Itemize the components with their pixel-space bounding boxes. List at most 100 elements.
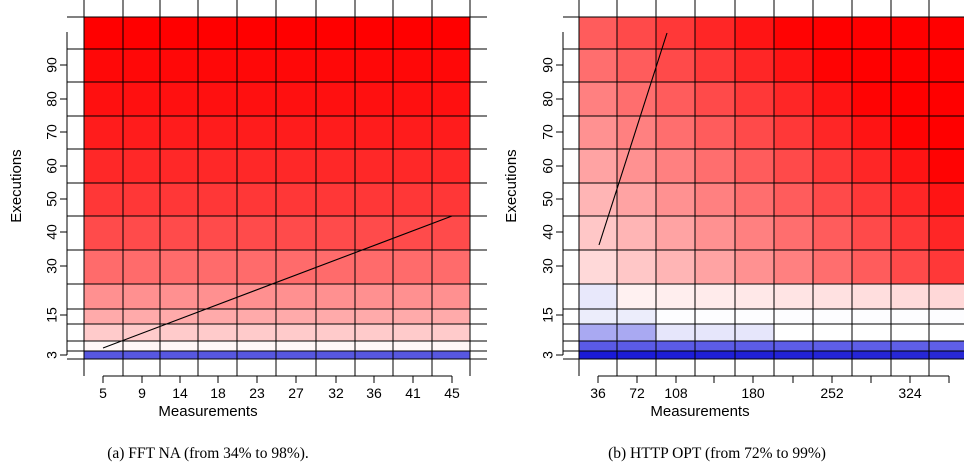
y-tick-label: 50 (540, 191, 556, 207)
heatmap-cell (656, 183, 695, 216)
heatmap-cell (276, 309, 316, 324)
heatmap-cell (316, 149, 355, 183)
heatmap-cell (891, 351, 929, 359)
x-tick-label: 5 (99, 385, 107, 401)
heatmap-cell (393, 309, 432, 324)
heatmap-cell (735, 17, 774, 49)
heatmap-cell (579, 250, 617, 284)
heatmap-cell (813, 149, 852, 183)
y-tick-label: 15 (44, 307, 60, 323)
heatmap-cell (774, 351, 813, 359)
y-tick-label: 40 (44, 224, 60, 240)
x-axis-title-a: Measurements (158, 403, 257, 420)
heatmap-cell (123, 250, 160, 284)
heatmap-cells-b (579, 17, 964, 359)
heatmap-cell (316, 49, 355, 82)
heatmap-cell (84, 149, 123, 183)
grid-lines-a (67, 0, 487, 376)
heatmap-cell (84, 284, 123, 309)
heatmap-cell (432, 351, 470, 359)
heatmap-cell (316, 82, 355, 116)
heatmap-cell (813, 116, 852, 149)
heatmap-cell (579, 309, 617, 324)
grid-lines-b (563, 0, 964, 376)
heatmap-cell (774, 49, 813, 82)
heatmap-cell (656, 309, 695, 324)
heatmap-cell (432, 17, 470, 49)
x-tick-label: 32 (328, 385, 344, 401)
heatmap-cell (695, 82, 735, 116)
heatmap-cell (813, 250, 852, 284)
heatmap-cell (84, 250, 123, 284)
heatmap-cell (891, 149, 929, 183)
x-tick-label: 180 (741, 385, 765, 401)
heatmap-cell (160, 49, 198, 82)
heatmap-cell (198, 82, 237, 116)
heatmap-cell (198, 149, 237, 183)
heatmap-cell (617, 324, 656, 341)
heatmap-cell (774, 284, 813, 309)
heatmap-cell (735, 216, 774, 250)
heatmap-cell (432, 309, 470, 324)
heatmap-cell (355, 82, 393, 116)
heatmap-cell (891, 49, 929, 82)
heatmap-cell (237, 116, 276, 149)
heatmap-cell (929, 324, 964, 341)
heatmap-cell (617, 49, 656, 82)
x-tick-label: 36 (590, 385, 606, 401)
heatmap-cell (929, 82, 964, 116)
heatmap-cell (656, 49, 695, 82)
heatmap-cell (852, 250, 891, 284)
heatmap-cell (929, 284, 964, 309)
heatmap-cell (237, 216, 276, 250)
heatmap-cell (316, 324, 355, 341)
heatmap-cell (617, 216, 656, 250)
heatmap-cell (695, 116, 735, 149)
heatmap-cell (579, 17, 617, 49)
heatmap-cell (735, 309, 774, 324)
heatmap-cell (813, 82, 852, 116)
heatmap-cell (160, 341, 198, 351)
heatmap-cell (656, 82, 695, 116)
x-tick-label: 252 (820, 385, 844, 401)
heatmap-cell (852, 341, 891, 351)
heatmap-cell (735, 183, 774, 216)
heatmap-fft-na: 3 15 30 40 50 60 70 80 90 5 9 14 18 23 27 32 36 41 45 Meas… (8, 0, 487, 462)
heatmap-cell (123, 216, 160, 250)
heatmap-cell (123, 351, 160, 359)
heatmap-cell (276, 17, 316, 49)
heatmap-cell (316, 17, 355, 49)
heatmap-cell (355, 183, 393, 216)
heatmap-cell (891, 82, 929, 116)
heatmap-cell (774, 250, 813, 284)
heatmap-cell (735, 284, 774, 309)
heatmap-cell (695, 341, 735, 351)
heatmap-cell (123, 17, 160, 49)
heatmap-cell (355, 351, 393, 359)
heatmap-cell (393, 250, 432, 284)
heatmap-cell (237, 284, 276, 309)
heatmap-cell (735, 49, 774, 82)
heatmap-cell (774, 216, 813, 250)
heatmap-cell (813, 49, 852, 82)
heatmap-cell (198, 49, 237, 82)
heatmap-cell (393, 351, 432, 359)
heatmap-cell (316, 116, 355, 149)
heatmap-cell (579, 324, 617, 341)
x-tick-label: 9 (138, 385, 146, 401)
y-tick-label: 3 (540, 351, 556, 359)
heatmap-cell (237, 250, 276, 284)
heatmap-cell (393, 183, 432, 216)
y-tick-label: 90 (540, 57, 556, 73)
heatmap-cell (237, 341, 276, 351)
heatmap-cell (579, 149, 617, 183)
heatmap-cell (123, 116, 160, 149)
heatmap-cell (852, 82, 891, 116)
y-tick-label: 90 (44, 57, 60, 73)
heatmap-cell (237, 82, 276, 116)
heatmap-cell (695, 351, 735, 359)
heatmap-http-opt: 3 15 30 40 50 60 70 80 90 36 72 108 180 252 324 Measur… (503, 0, 964, 462)
heatmap-cell (852, 324, 891, 341)
heatmap-cell (276, 284, 316, 309)
heatmap-cell (84, 17, 123, 49)
